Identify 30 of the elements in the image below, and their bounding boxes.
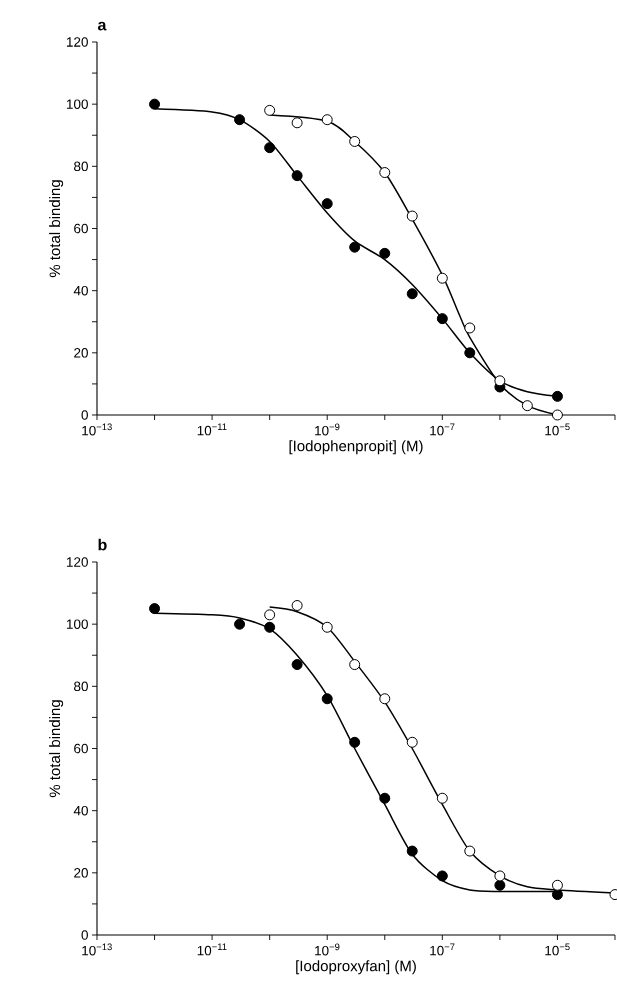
y-tick-label: 0 bbox=[81, 410, 88, 420]
x-tick-label: 10$^{−7}$ bbox=[430, 943, 455, 956]
y-tick-label: 20 bbox=[74, 868, 88, 878]
x-tick-label: 10$^{−5}$ bbox=[545, 423, 570, 436]
y-tick-label: 0 bbox=[81, 930, 88, 940]
x-tick-label: 10$^{−9}$ bbox=[315, 423, 340, 436]
y-tick-label: 60 bbox=[74, 223, 88, 234]
x-tick-label: 10$^{−9}$ bbox=[315, 943, 340, 956]
y-tick-label: 100 bbox=[66, 99, 88, 109]
x-tick-label: 10$^{−13}$ bbox=[82, 943, 112, 956]
y-tick-label: 80 bbox=[74, 681, 88, 692]
x-tick-label: 10$^{−11}$ bbox=[197, 943, 227, 956]
x-tick-label: 10$^{−5}$ bbox=[545, 943, 570, 956]
y-axis-title: % total binding bbox=[49, 180, 64, 278]
y-axis-title: % total binding bbox=[49, 700, 64, 798]
y-tick-label: 80 bbox=[74, 161, 88, 172]
y-tick-label: 40 bbox=[73, 805, 88, 816]
y-tick-label: 120 bbox=[66, 37, 88, 47]
y-tick-label: 40 bbox=[73, 285, 88, 296]
x-axis-title: [Iodoproxyfan] (M) bbox=[296, 960, 416, 975]
chart-title: b bbox=[98, 538, 107, 551]
y-tick-label: 20 bbox=[74, 348, 88, 358]
chart-title: a bbox=[97, 21, 107, 31]
x-tick-label: 10$^{−7}$ bbox=[430, 423, 455, 436]
y-tick-label: 100 bbox=[66, 619, 88, 629]
y-tick-label: 60 bbox=[74, 743, 88, 754]
x-tick-label: 10$^{−11}$ bbox=[197, 423, 227, 436]
y-tick-label: 120 bbox=[66, 557, 88, 567]
x-axis-title: [Iodophenpropit] (M) bbox=[289, 440, 423, 455]
x-tick-label: 10$^{−13}$ bbox=[82, 423, 112, 436]
